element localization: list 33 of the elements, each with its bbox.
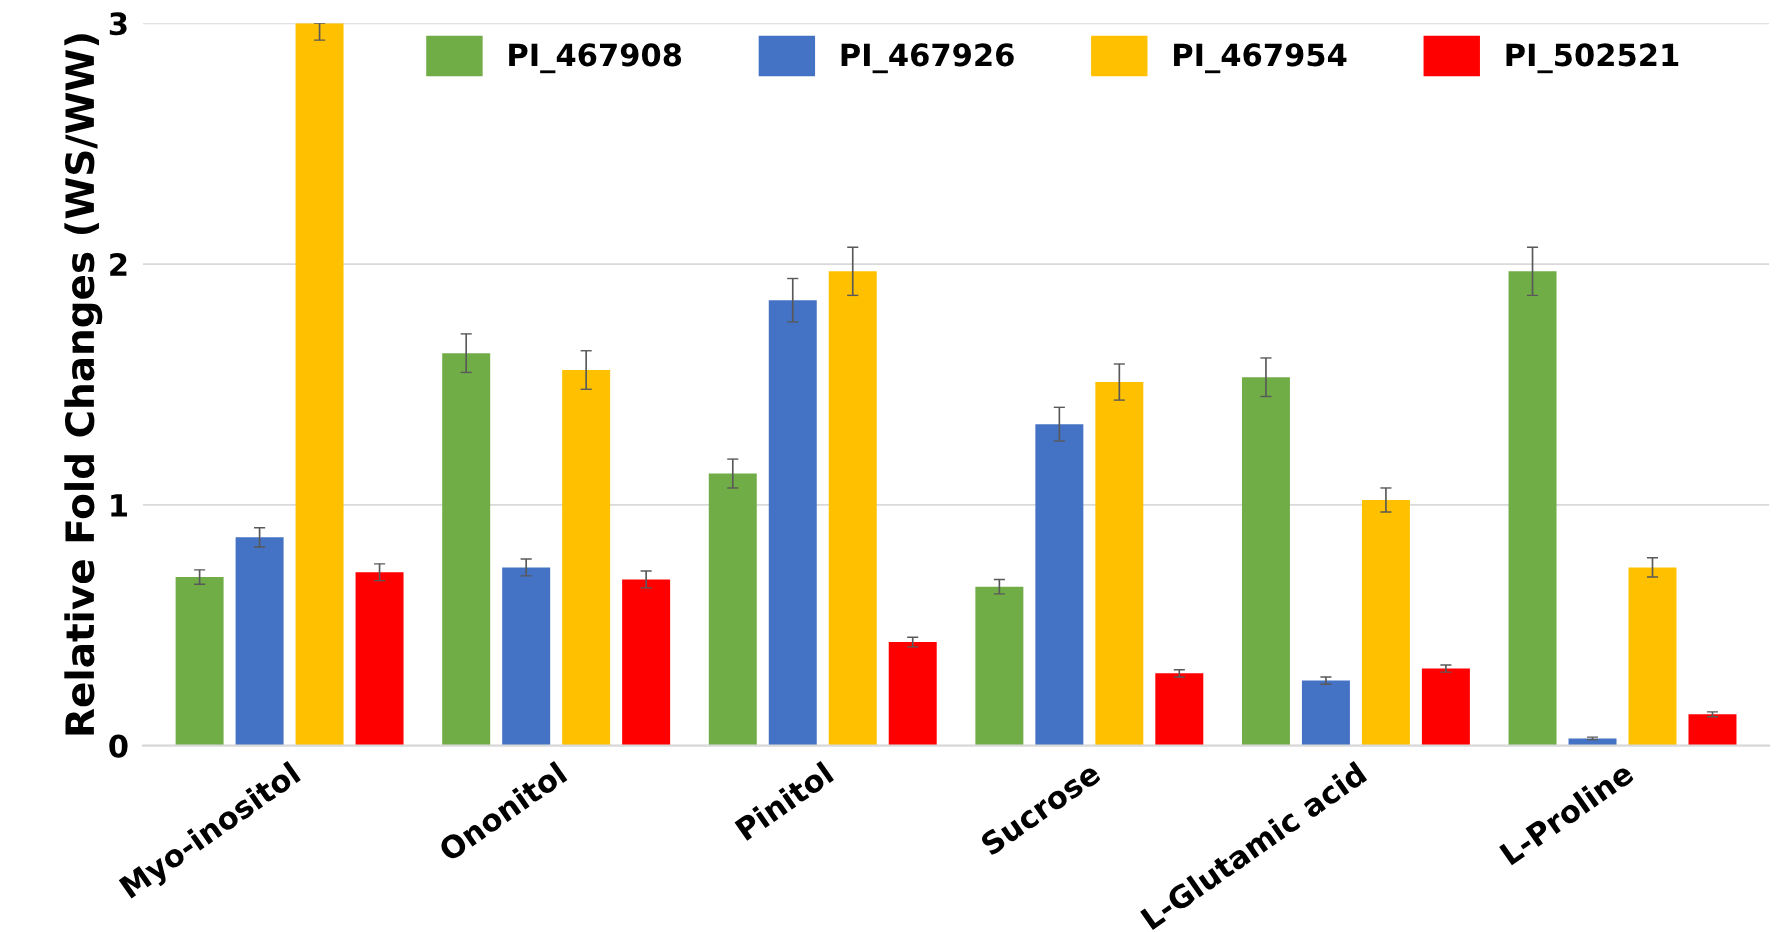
y-tick-label: 3 <box>109 12 127 36</box>
bar <box>622 579 671 746</box>
y-tick-label: 1 <box>111 494 127 517</box>
bar <box>828 271 877 746</box>
bar <box>1628 567 1677 746</box>
bar <box>175 577 224 746</box>
bar <box>295 23 344 746</box>
y-axis-title: Relative Fold Changes (WS/WW) <box>64 34 103 735</box>
legend-label: PI_467926 <box>841 43 1014 74</box>
bar <box>442 353 491 746</box>
bar <box>1508 271 1557 746</box>
bar <box>1155 673 1204 746</box>
y-tick-label: 0 <box>109 734 128 758</box>
bar <box>1421 668 1470 746</box>
y-tick-label: 2 <box>110 253 127 276</box>
bar <box>1095 382 1144 746</box>
bar <box>708 473 757 746</box>
bar <box>1241 377 1290 746</box>
bar <box>502 567 551 746</box>
bar <box>768 300 817 746</box>
bar <box>975 586 1024 746</box>
bar <box>1035 424 1084 746</box>
bar <box>888 642 937 746</box>
bar <box>1361 500 1410 746</box>
bar <box>562 370 611 746</box>
legend-label: PI_467908 <box>509 43 682 74</box>
bar <box>1688 714 1737 746</box>
bar <box>1568 738 1617 746</box>
bar <box>355 572 404 746</box>
bar <box>1301 680 1350 746</box>
bar <box>235 537 284 746</box>
legend-label: PI_502521 <box>1506 43 1679 74</box>
legend-label: PI_467954 <box>1174 43 1347 74</box>
